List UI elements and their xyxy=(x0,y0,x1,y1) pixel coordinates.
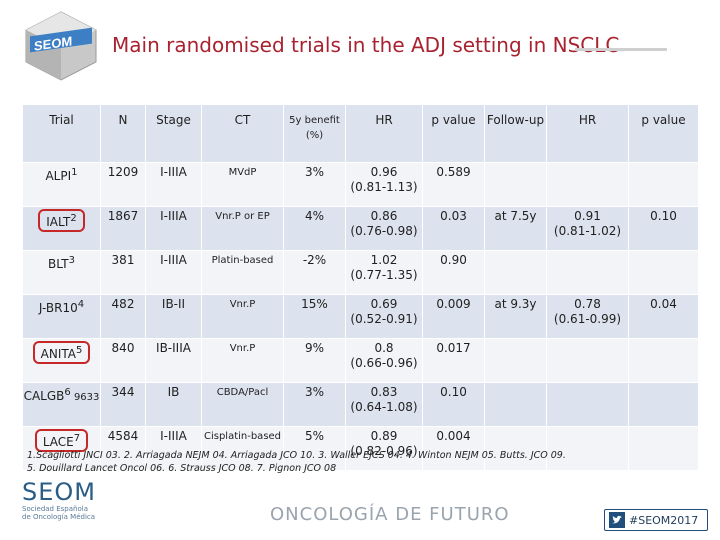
table-row: ANITA5 840 IB-IIIA Vnr.P 9% 0.8 (0.66-0.9… xyxy=(22,338,699,383)
table-header-row: Trial N Stage CT 5y benefit (%) HR p val… xyxy=(22,104,699,163)
ct-value: Cisplatin-based xyxy=(201,426,284,471)
benefit-value: 5% xyxy=(283,426,346,471)
hr-value: 0.96 (0.81-1.13) xyxy=(345,162,423,207)
benefit-value: 4% xyxy=(283,206,346,251)
p-value: 0.03 xyxy=(422,206,485,251)
trial-name: J-BR104 xyxy=(22,294,101,339)
trial-name: BLT3 xyxy=(22,250,101,295)
n-value: 1209 xyxy=(100,162,146,207)
hr-value: 0.69 (0.52-0.91) xyxy=(345,294,423,339)
ct-value: CBDA/Pacl xyxy=(201,382,284,427)
n-value: 4584 xyxy=(100,426,146,471)
col-header-n: N xyxy=(100,104,146,163)
n-value: 381 xyxy=(100,250,146,295)
n-value: 344 xyxy=(100,382,146,427)
seom-logo-word: SEOM xyxy=(22,478,96,506)
ct-value: Vnr.P or EP xyxy=(201,206,284,251)
benefit-value: 15% xyxy=(283,294,346,339)
hashtag-text: #SEOM2017 xyxy=(629,513,699,527)
followup-hr-value: 0.91 (0.81-1.02) xyxy=(546,206,629,251)
hr-value: 0.8 (0.66-0.96) xyxy=(345,338,423,383)
table-row: BLT3 381 I-IIIA Platin-based -2% 1.02 (0.… xyxy=(22,250,699,295)
ct-value: Vnr.P xyxy=(201,294,284,339)
title-underline xyxy=(575,48,667,51)
table-row: IALT2 1867 I-IIIA Vnr.P or EP 4% 0.86 (0.… xyxy=(22,206,699,251)
followup-value: at 9.3y xyxy=(484,294,547,339)
trial-name: ANITA5 xyxy=(22,338,101,383)
stage-value: I-IIIA xyxy=(145,206,202,251)
col-header-5y-benefit: 5y benefit (%) xyxy=(283,104,346,163)
table-row: CALGB6 9633 344 IB CBDA/Pacl 3% 0.83 (0.6… xyxy=(22,382,699,427)
n-value: 482 xyxy=(100,294,146,339)
p-value: 0.10 xyxy=(422,382,485,427)
hr-value: 0.86 (0.76-0.98) xyxy=(345,206,423,251)
trial-name: CALGB6 9633 xyxy=(22,382,101,427)
benefit-value: 9% xyxy=(283,338,346,383)
n-value: 1867 xyxy=(100,206,146,251)
benefit-value: 3% xyxy=(283,162,346,207)
twitter-hashtag-badge: #SEOM2017 xyxy=(604,509,708,531)
stage-value: I-IIIA xyxy=(145,162,202,207)
benefit-value: 3% xyxy=(283,382,346,427)
trials-table: Trial N Stage CT 5y benefit (%) HR p val… xyxy=(22,104,699,471)
highlight-box: IALT2 xyxy=(38,209,85,232)
benefit-value: -2% xyxy=(283,250,346,295)
footer-tagline: ONCOLOGÍA DE FUTURO xyxy=(270,504,510,525)
col-header-hr-followup: HR xyxy=(546,104,629,163)
col-header-p-value: p value xyxy=(422,104,485,163)
twitter-icon xyxy=(609,512,625,528)
seom-footer-logo: SEOM Sociedad Española de Oncología Médi… xyxy=(22,479,132,521)
ct-value: Vnr.P xyxy=(201,338,284,383)
col-header-hr: HR xyxy=(345,104,423,163)
p-value: 0.589 xyxy=(422,162,485,207)
page-title: Main randomised trials in the ADJ settin… xyxy=(112,33,620,57)
stage-value: I-IIIA xyxy=(145,426,202,471)
p-value: 0.90 xyxy=(422,250,485,295)
table-row: ALPI1 1209 I-IIIA MVdP 3% 0.96 (0.81-1.13… xyxy=(22,162,699,207)
hr-value: 0.83 (0.64-1.08) xyxy=(345,382,423,427)
col-header-stage: Stage xyxy=(145,104,202,163)
p-value: 0.009 xyxy=(422,294,485,339)
highlight-box: ANITA5 xyxy=(32,341,91,364)
followup-value: at 7.5y xyxy=(484,206,547,251)
p-value: 0.017 xyxy=(422,338,485,383)
col-header-p-value-followup: p value xyxy=(628,104,699,163)
followup-p-value: 0.04 xyxy=(628,294,699,339)
ct-value: MVdP xyxy=(201,162,284,207)
stage-value: IB-IIIA xyxy=(145,338,202,383)
col-header-trial: Trial xyxy=(22,104,101,163)
stage-value: IB-II xyxy=(145,294,202,339)
followup-hr-value: 0.78 (0.61-0.99) xyxy=(546,294,629,339)
seom-2017-logo: SEOM xyxy=(25,11,97,81)
seom-logo-subtitle: de Oncología Médica xyxy=(22,513,96,521)
table-row: LACE7 4584 I-IIIA Cisplatin-based 5% 0.8… xyxy=(22,426,699,471)
trial-name: IALT2 xyxy=(22,206,101,251)
followup-p-value: 0.10 xyxy=(628,206,699,251)
stage-value: I-IIIA xyxy=(145,250,202,295)
hr-value: 1.02 (0.77-1.35) xyxy=(345,250,423,295)
logo-text: SEOM xyxy=(34,33,72,53)
table-row: J-BR104 482 IB-II Vnr.P 15% 0.69 (0.52-0.… xyxy=(22,294,699,339)
col-header-followup: Follow-up xyxy=(484,104,547,163)
trial-name: ALPI1 xyxy=(22,162,101,207)
trial-name: LACE7 xyxy=(22,426,101,471)
highlight-box: LACE7 xyxy=(34,429,89,452)
col-header-ct: CT xyxy=(201,104,284,163)
stage-value: IB xyxy=(145,382,202,427)
references-footnote: 1.Scagliotti JNCI 03. 2. Arriagada NEJM … xyxy=(27,449,687,475)
hr-value: 0.89 (0.82-0.96) xyxy=(345,426,423,471)
footnote-line: 1.Scagliotti JNCI 03. 2. Arriagada NEJM … xyxy=(27,450,566,461)
footnote-line: 5. Douillard Lancet Oncol 06. 6. Strauss… xyxy=(27,463,337,474)
n-value: 840 xyxy=(100,338,146,383)
seom-logo-subtitle: Sociedad Española xyxy=(22,505,88,513)
ct-value: Platin-based xyxy=(201,250,284,295)
